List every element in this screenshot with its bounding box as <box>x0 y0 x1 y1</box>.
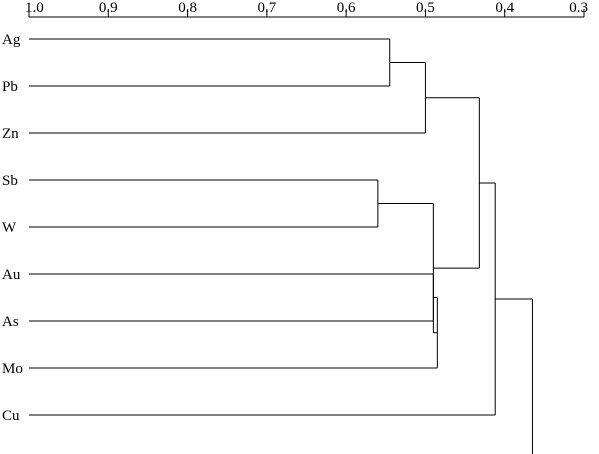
axis-ticks: 1.0 0.9 0.8 0.7 0.6 0.5 0.4 0.3 <box>25 0 588 17</box>
axis-tick-label: 0.4 <box>495 0 514 16</box>
axis-tick-label: 1.0 <box>25 0 44 16</box>
leaf-label: Pb <box>2 79 18 95</box>
leaf-label: As <box>2 314 19 330</box>
axis-tick-label: 0.9 <box>99 0 118 16</box>
dendrogram-branches <box>29 38 533 454</box>
leaf-labels: AgPbZnSbWAuAsMoCuBi <box>2 32 23 424</box>
leaf-label: Sb <box>2 173 18 189</box>
axis-tick-label: 0.8 <box>178 0 197 16</box>
leaf-label: Cu <box>2 408 20 424</box>
axis-tick-label: 0.5 <box>416 0 435 16</box>
axis-tick-label: 0.7 <box>257 0 276 16</box>
leaf-label: W <box>2 220 17 236</box>
leaf-label: Mo <box>2 361 23 377</box>
axis-tick-label: 0.3 <box>569 0 588 16</box>
axis-tick-label: 0.6 <box>337 0 356 16</box>
leaf-label: Au <box>2 267 21 283</box>
leaf-label: Zn <box>2 126 19 142</box>
leaf-label: Ag <box>2 32 21 48</box>
